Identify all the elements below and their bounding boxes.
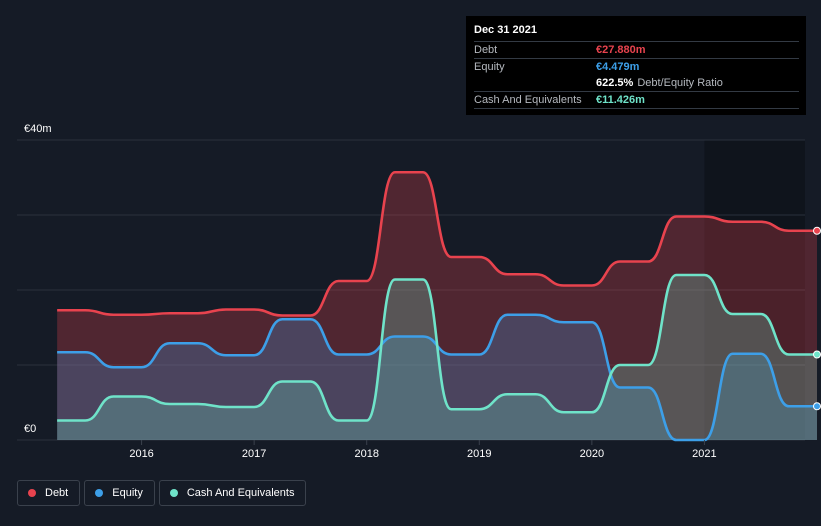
tooltip-row-ratio: 622.5% Debt/Equity Ratio — [474, 75, 799, 92]
area-debt — [57, 172, 817, 440]
tooltip-value: €27.880m — [596, 44, 646, 56]
x-axis: 2016 2017 2018 2019 2020 2021 — [129, 440, 717, 460]
tooltip-suffix: Debt/Equity Ratio — [637, 77, 723, 89]
series-areas — [57, 172, 817, 440]
x-tick-label: 2020 — [580, 448, 604, 460]
tooltip-label: Equity — [474, 61, 505, 73]
tooltip-row-debt: Debt €27.880m — [474, 42, 799, 59]
legend-label: Cash And Equivalents — [186, 487, 295, 499]
legend-item-cash[interactable]: Cash And Equivalents — [158, 480, 307, 506]
line-cash-and-equivalents — [57, 273, 817, 422]
y-axis: €40m €0 — [24, 123, 52, 435]
tooltip-label — [474, 75, 596, 91]
tooltip-label: Cash And Equivalents — [474, 94, 582, 106]
x-tick-label: 2016 — [129, 448, 153, 460]
tooltip-row-cash: Cash And Equivalents €11.426m — [474, 92, 799, 109]
tooltip-date: Dec 31 2021 — [474, 24, 799, 42]
legend-dot-icon — [169, 489, 178, 497]
tooltip-label: Debt — [474, 44, 498, 56]
legend-dot-icon — [95, 489, 104, 497]
legend: Debt Equity Cash And Equivalents — [17, 480, 307, 506]
y-tick-label: €0 — [24, 423, 36, 435]
end-marker-equity — [813, 402, 821, 411]
legend-item-equity[interactable]: Equity — [84, 480, 155, 506]
line-debt — [57, 170, 817, 317]
legend-dot-icon — [28, 489, 36, 497]
x-tick-label: 2018 — [354, 448, 378, 460]
legend-label: Equity — [112, 487, 143, 499]
x-tick-label: 2021 — [692, 448, 716, 460]
legend-label: Debt — [45, 487, 69, 499]
tooltip-value: €11.426m — [596, 94, 645, 106]
series-lines — [57, 170, 817, 442]
line-equity — [57, 313, 817, 442]
y-tick-label: €40m — [24, 123, 52, 135]
legend-item-debt[interactable]: Debt — [17, 480, 81, 506]
tooltip-value: €4.479m — [596, 61, 640, 73]
end-marker-debt — [813, 226, 821, 235]
area-equity — [57, 314, 817, 440]
tooltip-value: 622.5% — [596, 77, 634, 89]
area-cash-and-equivalents — [57, 275, 817, 440]
tooltip: Dec 31 2021 Debt €27.880m Equity €4.479m… — [466, 16, 806, 115]
x-tick-label: 2019 — [467, 448, 491, 460]
end-marker-cash-and-equivalents — [813, 350, 821, 359]
x-tick-label: 2017 — [242, 448, 266, 460]
tooltip-row-equity: Equity €4.479m — [474, 59, 799, 75]
